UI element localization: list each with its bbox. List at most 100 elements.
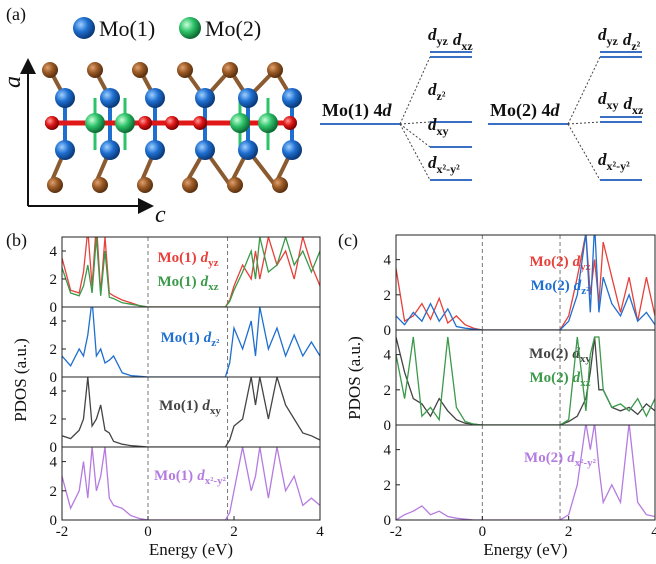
- legend-sub: xy: [210, 405, 222, 417]
- x-tick-label: 2: [565, 524, 573, 540]
- atom: [258, 113, 278, 133]
- atom: [85, 113, 105, 133]
- x-axis-label: Energy (eV): [483, 540, 567, 559]
- atom: [115, 113, 135, 133]
- crystal-structure: [42, 62, 302, 193]
- atom: [165, 116, 179, 130]
- y-tick-label: 2: [50, 484, 58, 500]
- atom: [227, 177, 243, 193]
- level-title-text: Mo(1) 4: [322, 100, 382, 121]
- panel-label: (c): [338, 230, 358, 251]
- plot-frame: [396, 425, 655, 520]
- orbital-sub: yz: [607, 34, 619, 48]
- atom: [138, 116, 152, 130]
- plot-frame: [396, 330, 655, 425]
- legend-label: Mo(1)dyz: [157, 250, 218, 269]
- atom: [267, 62, 283, 78]
- y-tick-label: 2: [384, 288, 392, 304]
- level-title-italic: d: [550, 100, 560, 120]
- atom: [177, 62, 193, 78]
- level-label: dx²-y²: [428, 153, 460, 176]
- y-tick-label: 4: [50, 455, 58, 471]
- legend-name: Mo(1): [159, 398, 198, 414]
- y-axis-label: PDOS (a.u.): [345, 336, 364, 420]
- y-tick-label: 2: [384, 383, 392, 399]
- atom: [42, 62, 58, 78]
- legend-name: Mo(1): [154, 468, 193, 484]
- legend-sub: z²: [211, 337, 220, 349]
- level-label: dxydxz: [598, 89, 644, 117]
- atom: [282, 88, 302, 108]
- legend-sub: xz: [208, 281, 219, 293]
- legend-name: Mo(2): [531, 278, 570, 294]
- orbital-sub: xy: [607, 98, 619, 112]
- x-tick-label: 4: [316, 524, 324, 540]
- x-tick-label: -2: [56, 524, 69, 540]
- axis-label: c: [155, 202, 166, 228]
- orbital-sub: xz: [461, 39, 473, 53]
- level-title: Mo(1) 4d: [322, 100, 392, 121]
- orbital-sub: z²: [437, 89, 446, 103]
- x-tick-label: 2: [230, 524, 238, 540]
- y-axis-label: PDOS (a.u.): [11, 338, 30, 422]
- atom: [100, 140, 120, 160]
- atom: [238, 140, 258, 160]
- atom: [193, 116, 207, 130]
- atom: [100, 88, 120, 108]
- x-axis-label: Energy (eV): [149, 540, 233, 559]
- legend-label: Mo(1)dx²-y²: [154, 468, 227, 487]
- atom: [145, 88, 165, 108]
- orbital-sub: z²: [631, 39, 640, 53]
- y-tick-label: 4: [50, 314, 58, 330]
- legend-atom: [179, 17, 201, 39]
- legend-label: Mo(1)dxz: [157, 274, 218, 293]
- atom: [45, 116, 59, 130]
- legend-name: Mo(2): [529, 254, 568, 270]
- y-tick-label: 0: [50, 440, 58, 456]
- y-tick-label: 2: [50, 272, 58, 288]
- legend-sub: x²-y²: [575, 457, 597, 469]
- legend-sub: yz: [208, 257, 219, 269]
- atom: [230, 113, 250, 133]
- atom: [47, 177, 63, 193]
- legend-atom: [73, 17, 95, 39]
- axis-label: a: [0, 76, 26, 88]
- connector: [400, 122, 430, 124]
- orbital-sub: x²-y²: [607, 159, 631, 173]
- pdos-line: [396, 224, 655, 330]
- legend-name: Mo(1): [161, 330, 200, 346]
- atom: [195, 88, 215, 108]
- orbital-sub: xz: [632, 103, 644, 117]
- atom: [182, 177, 198, 193]
- orbital-sub: yz: [437, 34, 449, 48]
- legend-name: Mo(2): [524, 450, 563, 466]
- legend-label: Mo(1)dxy: [159, 398, 221, 417]
- atom: [272, 177, 288, 193]
- plot-frame: [396, 235, 655, 330]
- atom: [137, 177, 153, 193]
- legend-label: Mo(2)dx²-y²: [524, 450, 597, 469]
- x-tick-label: 0: [479, 524, 487, 540]
- atom: [282, 140, 302, 160]
- y-tick-label: 4: [384, 443, 392, 459]
- legend-name: Mo(1): [157, 250, 196, 266]
- y-tick-label: 4: [384, 253, 392, 269]
- energy-level-diagram: Mo(1) 4ddyzdxzdz²dxydx²-y²Mo(2) 4ddyzdz²…: [320, 25, 644, 180]
- plot-frame: [62, 237, 320, 307]
- connector: [400, 124, 430, 147]
- connector: [568, 122, 600, 124]
- legend-sub: z²: [581, 285, 590, 297]
- y-tick-label: 2: [384, 478, 392, 494]
- atom: [55, 140, 75, 160]
- legend-name: Mo(2): [529, 346, 568, 362]
- orbital-sub: x²-y²: [437, 162, 461, 176]
- atom: [92, 177, 108, 193]
- y-tick-label: 2: [50, 412, 58, 428]
- pdos-line: [62, 237, 320, 307]
- legend-label: Mo(1): [99, 16, 155, 41]
- y-tick-label: 2: [50, 342, 58, 358]
- legend-name: Mo(2): [529, 370, 568, 386]
- pdos-line: [396, 337, 655, 425]
